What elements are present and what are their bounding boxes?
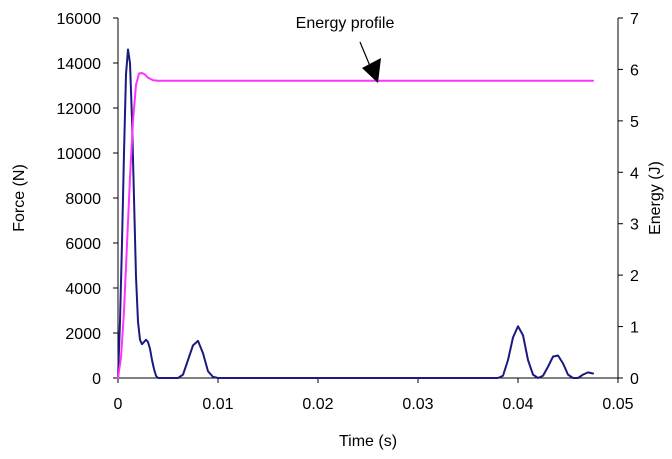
- y-left-tick-label: 4000: [65, 281, 101, 298]
- y-right-axis-ticks: 0 1 2 3 4 5 6 7: [618, 11, 639, 388]
- x-axis-ticks: 0 0.01 0.02 0.03 0.04 0.05: [114, 378, 634, 413]
- x-tick-label: 0: [114, 396, 123, 413]
- annotation-label: Energy profile: [296, 15, 395, 32]
- y-left-tick-label: 16000: [57, 11, 102, 28]
- y-right-axis-title: Energy (J): [647, 161, 664, 235]
- y-left-tick-label: 0: [92, 371, 101, 388]
- x-tick-label: 0.05: [602, 396, 633, 413]
- y-left-tick-label: 6000: [65, 236, 101, 253]
- y-left-axis-title: Force (N): [11, 164, 28, 232]
- y-right-tick-label: 7: [630, 11, 639, 28]
- y-left-tick-label: 10000: [57, 146, 102, 163]
- energy-profile-annotation: Energy profile: [296, 15, 395, 83]
- y-left-axis-ticks: 0 2000 4000 6000 8000 10000 12000 14000 16000: [57, 11, 118, 388]
- x-axis-title: Time (s): [339, 433, 397, 450]
- y-right-tick-label: 5: [630, 114, 639, 131]
- energy-series-line: [117, 72, 594, 379]
- x-tick-label: 0.04: [502, 396, 533, 413]
- y-right-tick-label: 1: [630, 320, 639, 337]
- y-right-tick-label: 2: [630, 268, 639, 285]
- y-left-tick-label: 8000: [65, 191, 101, 208]
- y-left-tick-label: 12000: [57, 101, 102, 118]
- y-right-tick-label: 6: [630, 62, 639, 79]
- y-left-tick-label: 14000: [57, 56, 102, 73]
- annotation-arrow-shaft: [359, 41, 371, 67]
- y-right-tick-label: 3: [630, 217, 639, 234]
- y-right-tick-label: 0: [630, 371, 639, 388]
- series-layer: [117, 48, 594, 379]
- x-tick-label: 0.01: [202, 396, 233, 413]
- y-right-tick-label: 4: [630, 165, 639, 182]
- annotation-arrow-head: [362, 58, 381, 83]
- x-tick-label: 0.03: [402, 396, 433, 413]
- force-series-line: [117, 48, 594, 379]
- y-left-tick-label: 2000: [65, 326, 101, 343]
- x-tick-label: 0.02: [302, 396, 333, 413]
